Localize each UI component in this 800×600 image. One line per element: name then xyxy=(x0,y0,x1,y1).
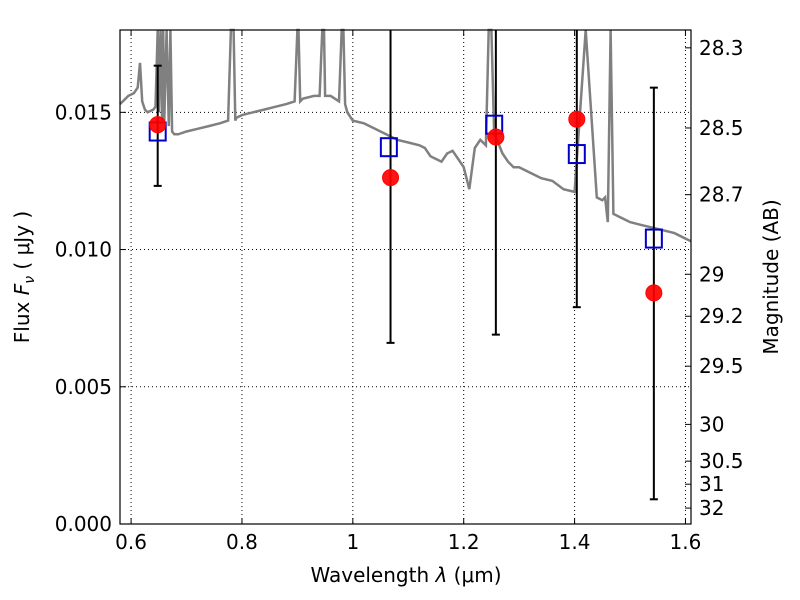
x-axis-label-prefix: Wavelength xyxy=(310,563,435,587)
y2-tick-label: 30 xyxy=(699,412,724,436)
model-square xyxy=(644,228,663,249)
x-axis-label-symbol: λ xyxy=(434,563,447,587)
y-axis-label: Flux Fν ( μJy ) xyxy=(10,211,38,343)
y-axis-label-sub: ν xyxy=(22,276,38,284)
x-tick-label: 1 xyxy=(346,530,359,554)
y-axis-label-prefix: Flux xyxy=(10,295,34,343)
observed-point xyxy=(568,110,586,128)
y2-tick-label: 28.3 xyxy=(699,36,744,60)
template-spectrum-line xyxy=(119,28,692,243)
y2-tick-label: 30.5 xyxy=(699,449,744,473)
y2-tick-label: 29.5 xyxy=(699,354,744,378)
y2-tick-label: 31 xyxy=(699,472,724,496)
spectrum-series xyxy=(119,28,692,243)
model-square xyxy=(379,137,398,158)
x-tick-label: 1.6 xyxy=(670,530,702,554)
grid xyxy=(120,30,691,525)
y2-tick-label: 29 xyxy=(699,262,724,286)
observed-point xyxy=(382,169,400,187)
axis-ticks: 0.6 0.8 1 1.2 1.4 1.6 0.000 0.005 0.010 0.015 28.3… xyxy=(55,30,744,554)
y2-tick-label: 28.7 xyxy=(699,183,744,207)
x-axis-label: Wavelength λ (μm) xyxy=(310,563,501,587)
y-tick-label: 0.005 xyxy=(55,375,112,399)
observed-point xyxy=(645,284,663,302)
y-tick-label: 0.015 xyxy=(55,100,112,124)
y2-tick-label: 28.5 xyxy=(699,116,744,140)
x-tick-label: 0.6 xyxy=(115,530,147,554)
x-tick-label: 1.2 xyxy=(448,530,480,554)
observed-point xyxy=(149,116,167,134)
observed-point xyxy=(487,128,505,146)
data-points xyxy=(148,110,663,302)
y2-tick-label: 32 xyxy=(699,496,724,520)
y-tick-label: 0.010 xyxy=(55,238,112,262)
x-tick-label: 1.4 xyxy=(559,530,591,554)
y2-axis-label: Magnitude (AB) xyxy=(759,199,783,354)
y-axis-label-unit: ( μJy ) xyxy=(10,211,34,276)
x-axis-label-unit: (μm) xyxy=(447,563,501,587)
y-tick-label: 0.000 xyxy=(55,512,112,536)
y-axis-label-symbol: F xyxy=(10,283,34,295)
plot-frame xyxy=(119,29,692,525)
model-square xyxy=(567,144,586,165)
y2-tick-label: 29.2 xyxy=(699,304,744,328)
x-tick-label: 0.8 xyxy=(226,530,258,554)
